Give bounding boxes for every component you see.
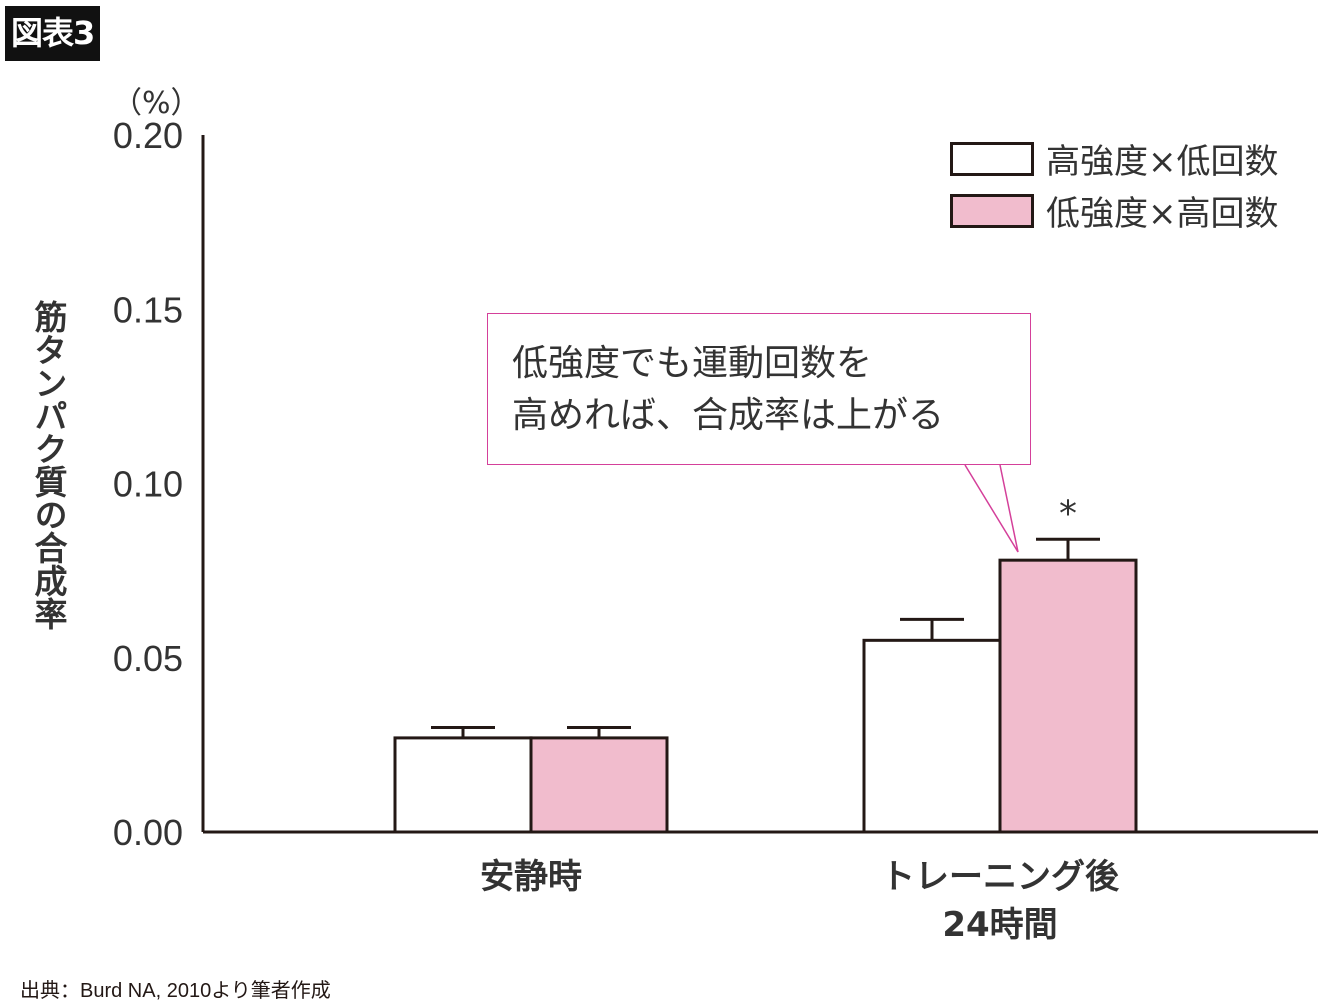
y-tick-label: 0.20 xyxy=(113,115,183,156)
legend-label: 高強度×低回数 xyxy=(1046,142,1279,182)
bar xyxy=(862,638,1002,834)
y-axis-unit: （%） xyxy=(112,86,201,121)
annotation-line: 高めれば、合成率は上がる xyxy=(512,395,945,436)
y-tick-label: 0.05 xyxy=(113,638,183,679)
y-axis-label: 筋タンパク質の合成率 xyxy=(29,300,68,630)
legend-item-high-intensity: 高強度×低回数 xyxy=(950,134,1279,183)
x-category-label: 安静時 xyxy=(480,857,582,897)
bar xyxy=(998,558,1138,834)
x-category-label: トレーニング後 xyxy=(881,857,1120,897)
callout-pointer xyxy=(964,464,1019,553)
y-tick-label: 0.10 xyxy=(113,464,183,505)
legend-item-low-intensity: 低強度×高回数 xyxy=(950,186,1279,235)
annotation-callout: 低強度でも運動回数を 高めれば、合成率は上がる xyxy=(487,313,1031,465)
annotation-line: 低強度でも運動回数を xyxy=(512,343,873,384)
legend-label: 低強度×高回数 xyxy=(1046,194,1279,234)
source-note: 出典：Burd NA, 2010より筆者作成 xyxy=(20,980,331,1002)
figure-label: 図表3 xyxy=(5,6,101,61)
bar xyxy=(393,736,533,834)
legend-swatch xyxy=(950,193,1034,228)
bar xyxy=(529,736,669,834)
y-tick-label: 0.15 xyxy=(113,289,183,330)
y-tick-label: 0.00 xyxy=(113,812,183,853)
legend-swatch xyxy=(950,141,1034,176)
significance-marker: * xyxy=(1059,493,1077,534)
x-category-label: 24時間 xyxy=(942,905,1057,945)
